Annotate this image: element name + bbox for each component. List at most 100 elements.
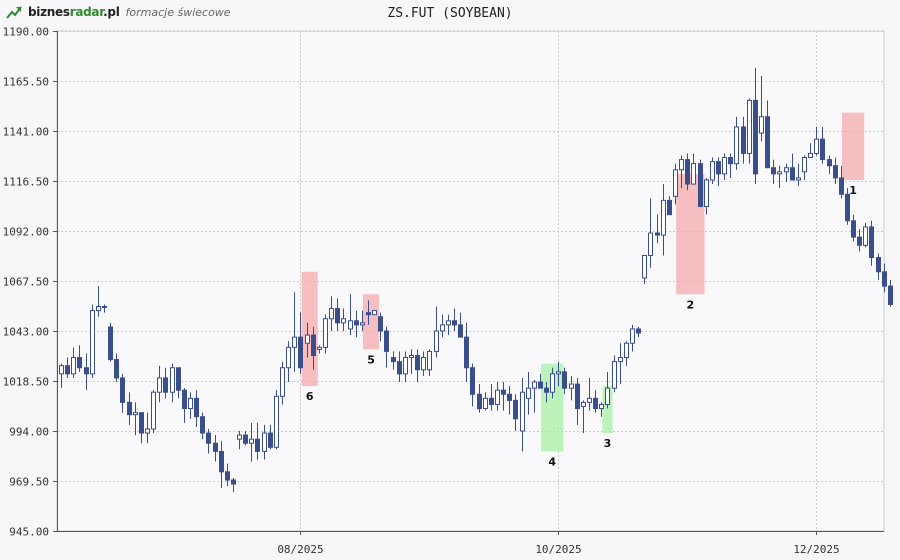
candle[interactable] xyxy=(348,294,353,336)
candle[interactable] xyxy=(673,163,678,205)
candle[interactable] xyxy=(452,308,457,331)
pattern-label-6[interactable]: 6 xyxy=(306,390,314,403)
brand-subtitle[interactable]: formacje świecowe xyxy=(125,5,231,19)
candle[interactable] xyxy=(581,400,586,434)
candle[interactable] xyxy=(593,390,598,413)
pattern-box-5[interactable] xyxy=(363,294,380,350)
candle[interactable] xyxy=(691,153,696,185)
candle[interactable] xyxy=(114,353,119,383)
candle[interactable] xyxy=(397,351,402,383)
brand-logo-text[interactable]: biznesradar.pl xyxy=(28,5,120,19)
candle[interactable] xyxy=(888,279,893,307)
pattern-box-1[interactable] xyxy=(841,112,865,180)
pattern-box-6[interactable] xyxy=(301,271,318,387)
candle[interactable] xyxy=(151,390,156,434)
candle[interactable] xyxy=(679,155,684,189)
candle[interactable] xyxy=(262,424,267,460)
candle[interactable] xyxy=(298,312,303,374)
candle[interactable] xyxy=(213,435,218,462)
candle[interactable] xyxy=(833,157,838,185)
candle[interactable] xyxy=(120,373,125,413)
candle[interactable] xyxy=(489,384,494,411)
candle[interactable] xyxy=(458,312,463,338)
pattern-label-1[interactable]: 1 xyxy=(849,184,857,197)
candle[interactable] xyxy=(526,371,531,415)
candle[interactable] xyxy=(599,402,604,417)
candle[interactable] xyxy=(268,424,273,450)
candle[interactable] xyxy=(685,153,690,191)
candle[interactable] xyxy=(759,75,764,142)
candle[interactable] xyxy=(648,198,653,268)
candle[interactable] xyxy=(845,188,850,225)
candle[interactable] xyxy=(225,463,230,487)
candle[interactable] xyxy=(219,441,224,489)
candle[interactable] xyxy=(249,422,254,462)
candle[interactable] xyxy=(194,390,199,427)
candle[interactable] xyxy=(286,341,291,383)
candle[interactable] xyxy=(765,100,770,169)
candle[interactable] xyxy=(157,365,162,403)
pattern-label-5[interactable]: 5 xyxy=(367,353,375,366)
candle[interactable] xyxy=(59,363,64,389)
candle[interactable] xyxy=(753,67,758,185)
candle[interactable] xyxy=(661,184,666,256)
candle[interactable] xyxy=(562,367,567,395)
candle[interactable] xyxy=(127,392,132,425)
candle[interactable] xyxy=(292,292,297,372)
candle[interactable] xyxy=(403,351,408,383)
candle[interactable] xyxy=(827,155,832,174)
candle[interactable] xyxy=(421,351,426,376)
candle[interactable] xyxy=(188,392,193,419)
candle[interactable] xyxy=(323,314,328,354)
candle[interactable] xyxy=(96,286,101,317)
candle[interactable] xyxy=(618,343,623,385)
candle[interactable] xyxy=(716,157,721,187)
candle[interactable] xyxy=(876,253,881,280)
candle[interactable] xyxy=(335,298,340,331)
candle[interactable] xyxy=(341,308,346,331)
candle[interactable] xyxy=(556,361,561,387)
candle[interactable] xyxy=(200,412,205,440)
candle[interactable] xyxy=(513,394,518,431)
candle[interactable] xyxy=(704,177,709,215)
candle[interactable] xyxy=(728,153,733,178)
candle[interactable] xyxy=(71,347,76,378)
pattern-label-3[interactable]: 3 xyxy=(604,437,612,450)
candle[interactable] xyxy=(243,431,248,446)
candle[interactable] xyxy=(802,155,807,180)
pattern-label-2[interactable]: 2 xyxy=(687,298,695,311)
candle[interactable] xyxy=(378,312,383,342)
candle[interactable] xyxy=(605,371,610,409)
candle[interactable] xyxy=(814,126,819,156)
candle[interactable] xyxy=(280,361,285,405)
candle[interactable] xyxy=(163,367,168,399)
candle[interactable] xyxy=(470,363,475,407)
candle[interactable] xyxy=(145,412,150,444)
candle[interactable] xyxy=(575,377,580,425)
candle[interactable] xyxy=(182,388,187,423)
candle[interactable] xyxy=(102,304,107,313)
candle[interactable] xyxy=(869,220,874,266)
candle[interactable] xyxy=(65,357,70,378)
candle[interactable] xyxy=(176,367,181,399)
candle[interactable] xyxy=(820,126,825,164)
candle[interactable] xyxy=(84,353,89,391)
candle[interactable] xyxy=(409,349,414,374)
candle[interactable] xyxy=(90,304,95,378)
candle[interactable] xyxy=(372,310,377,316)
candle[interactable] xyxy=(311,326,316,370)
candle[interactable] xyxy=(305,322,310,358)
pattern-box-3[interactable] xyxy=(602,386,613,434)
candle[interactable] xyxy=(544,382,549,403)
candle[interactable] xyxy=(360,310,365,331)
candle[interactable] xyxy=(366,300,371,325)
candle[interactable] xyxy=(391,351,396,370)
candle[interactable] xyxy=(771,159,776,185)
candle[interactable] xyxy=(133,402,138,436)
candle[interactable] xyxy=(427,349,432,376)
candle[interactable] xyxy=(440,314,445,338)
candle[interactable] xyxy=(655,214,660,244)
candle[interactable] xyxy=(722,153,727,180)
candle[interactable] xyxy=(501,382,506,411)
candle[interactable] xyxy=(139,412,144,444)
